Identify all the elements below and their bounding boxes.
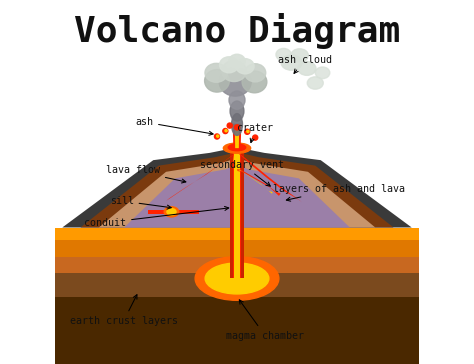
Polygon shape [55, 273, 419, 297]
Text: crater: crater [237, 123, 273, 143]
Circle shape [227, 123, 232, 128]
Circle shape [247, 130, 249, 132]
Text: conduit: conduit [84, 206, 229, 228]
Ellipse shape [205, 63, 228, 82]
Polygon shape [233, 124, 241, 148]
Ellipse shape [219, 68, 251, 96]
Polygon shape [235, 127, 239, 148]
Ellipse shape [298, 62, 316, 75]
Text: ash cloud: ash cloud [278, 55, 332, 74]
Ellipse shape [315, 67, 330, 79]
Polygon shape [55, 257, 419, 273]
Polygon shape [233, 147, 241, 278]
Text: layers of ash and lava: layers of ash and lava [273, 183, 405, 201]
Polygon shape [55, 228, 419, 240]
Circle shape [235, 125, 239, 130]
Ellipse shape [167, 209, 176, 215]
Polygon shape [238, 170, 273, 194]
Ellipse shape [195, 257, 279, 300]
Text: earth crust layers: earth crust layers [70, 295, 178, 326]
Ellipse shape [236, 59, 254, 74]
Polygon shape [230, 147, 244, 278]
Polygon shape [237, 152, 302, 202]
Text: sill: sill [109, 196, 171, 209]
Ellipse shape [223, 143, 251, 153]
Ellipse shape [229, 91, 245, 109]
Ellipse shape [281, 55, 302, 70]
Ellipse shape [229, 54, 245, 68]
Ellipse shape [205, 263, 269, 294]
Circle shape [245, 129, 250, 134]
Ellipse shape [291, 49, 309, 62]
Circle shape [214, 134, 219, 139]
Polygon shape [166, 152, 237, 201]
Text: lava flow: lava flow [106, 165, 186, 183]
Circle shape [225, 130, 227, 132]
Polygon shape [55, 297, 419, 364]
Polygon shape [55, 240, 419, 257]
Polygon shape [81, 152, 393, 228]
Ellipse shape [219, 57, 238, 73]
Text: secondary vent: secondary vent [201, 159, 284, 186]
Text: Volcano Diagram: Volcano Diagram [74, 13, 400, 49]
Ellipse shape [164, 207, 179, 217]
Polygon shape [235, 147, 239, 278]
Polygon shape [62, 147, 412, 228]
Ellipse shape [205, 70, 229, 92]
Ellipse shape [245, 64, 266, 82]
Text: magma chamber: magma chamber [226, 300, 304, 341]
Polygon shape [233, 154, 237, 162]
Ellipse shape [230, 101, 244, 121]
Ellipse shape [222, 60, 246, 82]
Circle shape [253, 135, 258, 140]
Ellipse shape [231, 114, 243, 135]
Polygon shape [99, 158, 375, 228]
Circle shape [223, 128, 228, 134]
Circle shape [217, 135, 219, 137]
Polygon shape [237, 169, 281, 196]
Polygon shape [148, 210, 199, 214]
Ellipse shape [307, 77, 323, 89]
Polygon shape [124, 165, 350, 228]
Ellipse shape [276, 48, 291, 61]
Ellipse shape [228, 144, 246, 151]
Ellipse shape [242, 71, 267, 93]
Text: ash: ash [135, 117, 213, 135]
